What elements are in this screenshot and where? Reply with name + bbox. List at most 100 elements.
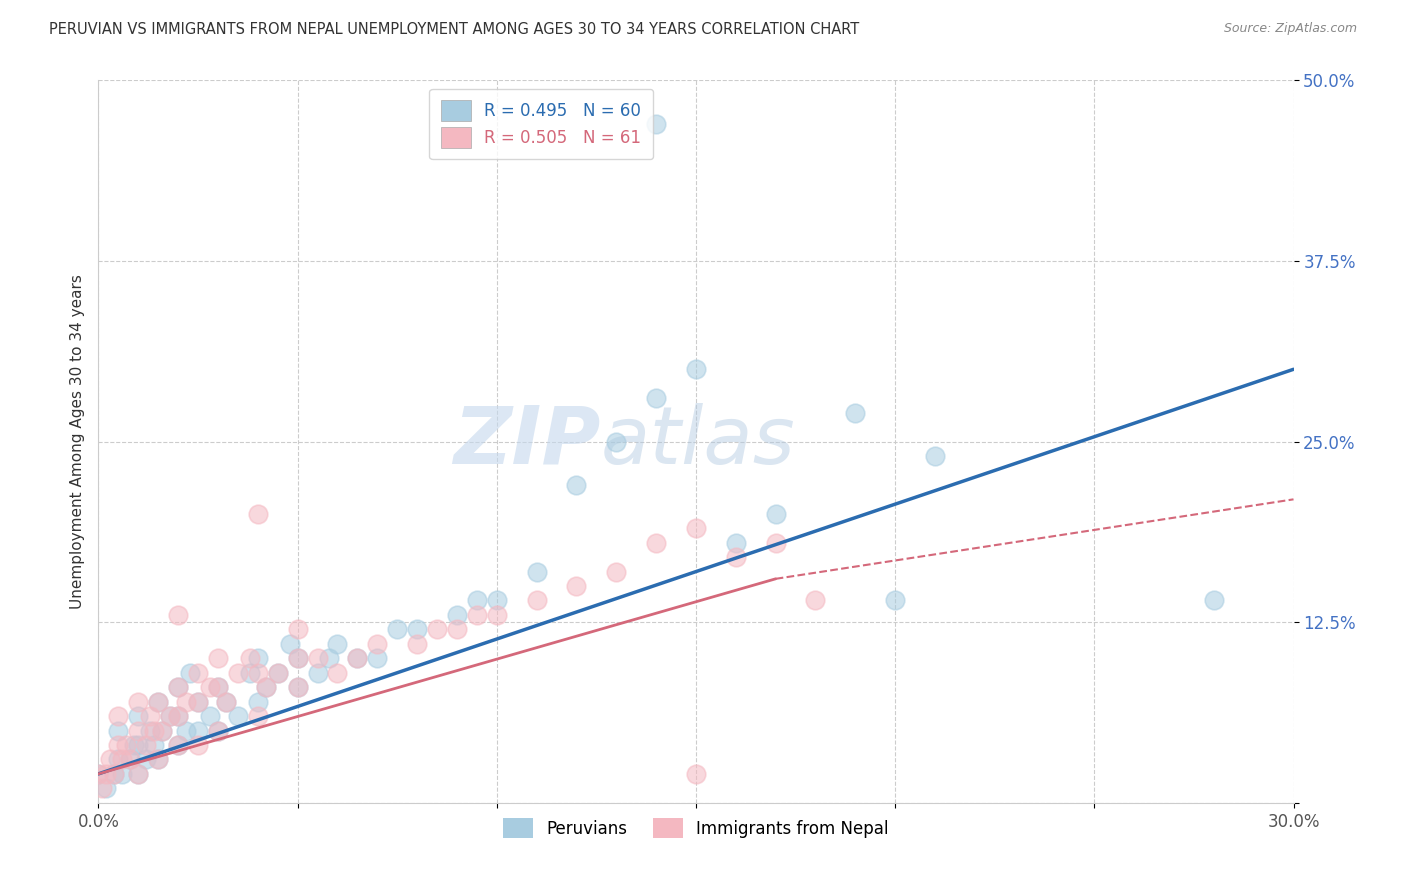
Text: atlas: atlas — [600, 402, 796, 481]
Point — [167, 680, 190, 694]
Point — [143, 738, 166, 752]
Point — [605, 434, 627, 449]
Point — [765, 535, 787, 549]
Point — [267, 665, 290, 680]
Point — [884, 593, 907, 607]
Point — [446, 607, 468, 622]
Point — [91, 781, 114, 796]
Point — [103, 767, 125, 781]
Point — [120, 752, 142, 766]
Point — [87, 767, 110, 781]
Point — [120, 752, 142, 766]
Point — [198, 680, 221, 694]
Point — [246, 709, 269, 723]
Point — [307, 651, 329, 665]
Point — [135, 752, 157, 766]
Point — [150, 723, 173, 738]
Point — [207, 723, 229, 738]
Point — [215, 695, 238, 709]
Point — [148, 752, 170, 766]
Point — [287, 651, 309, 665]
Point — [685, 521, 707, 535]
Point — [167, 738, 190, 752]
Point — [239, 651, 262, 665]
Point — [287, 623, 309, 637]
Point — [198, 709, 221, 723]
Point — [167, 709, 190, 723]
Point — [167, 607, 190, 622]
Point — [267, 665, 290, 680]
Point — [605, 565, 627, 579]
Point — [318, 651, 340, 665]
Point — [215, 695, 238, 709]
Point — [426, 623, 449, 637]
Point — [207, 680, 229, 694]
Point — [326, 637, 349, 651]
Point — [924, 449, 946, 463]
Point — [103, 767, 125, 781]
Point — [239, 665, 262, 680]
Point — [685, 767, 707, 781]
Point — [127, 709, 149, 723]
Point — [366, 637, 388, 651]
Point — [246, 665, 269, 680]
Point — [150, 723, 173, 738]
Point — [645, 535, 668, 549]
Point — [465, 593, 488, 607]
Point — [724, 550, 747, 565]
Point — [96, 767, 118, 781]
Point — [287, 680, 309, 694]
Text: Source: ZipAtlas.com: Source: ZipAtlas.com — [1223, 22, 1357, 36]
Y-axis label: Unemployment Among Ages 30 to 34 years: Unemployment Among Ages 30 to 34 years — [69, 274, 84, 609]
Point — [127, 695, 149, 709]
Point — [207, 651, 229, 665]
Point — [485, 593, 508, 607]
Point — [804, 593, 827, 607]
Point — [844, 406, 866, 420]
Point — [124, 738, 146, 752]
Point — [187, 695, 209, 709]
Point — [685, 362, 707, 376]
Point — [246, 651, 269, 665]
Point — [346, 651, 368, 665]
Point — [485, 607, 508, 622]
Point — [446, 623, 468, 637]
Point — [107, 752, 129, 766]
Point — [174, 695, 197, 709]
Point — [207, 723, 229, 738]
Point — [465, 607, 488, 622]
Point — [127, 738, 149, 752]
Point — [385, 623, 409, 637]
Point — [565, 478, 588, 492]
Point — [111, 767, 134, 781]
Point — [148, 695, 170, 709]
Point — [179, 665, 201, 680]
Point — [724, 535, 747, 549]
Point — [115, 738, 138, 752]
Point — [254, 680, 277, 694]
Point — [226, 665, 249, 680]
Point — [406, 637, 429, 651]
Legend: Peruvians, Immigrants from Nepal: Peruvians, Immigrants from Nepal — [496, 812, 896, 845]
Text: ZIP: ZIP — [453, 402, 600, 481]
Point — [278, 637, 301, 651]
Point — [187, 723, 209, 738]
Point — [187, 665, 209, 680]
Point — [645, 391, 668, 405]
Point — [287, 680, 309, 694]
Point — [167, 680, 190, 694]
Point — [139, 723, 162, 738]
Text: PERUVIAN VS IMMIGRANTS FROM NEPAL UNEMPLOYMENT AMONG AGES 30 TO 34 YEARS CORRELA: PERUVIAN VS IMMIGRANTS FROM NEPAL UNEMPL… — [49, 22, 859, 37]
Point — [107, 709, 129, 723]
Point — [159, 709, 181, 723]
Point — [98, 752, 122, 766]
Point — [207, 680, 229, 694]
Point — [526, 565, 548, 579]
Point — [307, 665, 329, 680]
Point — [143, 723, 166, 738]
Point — [187, 695, 209, 709]
Point — [326, 665, 349, 680]
Point — [139, 709, 162, 723]
Point — [111, 752, 134, 766]
Point — [254, 680, 277, 694]
